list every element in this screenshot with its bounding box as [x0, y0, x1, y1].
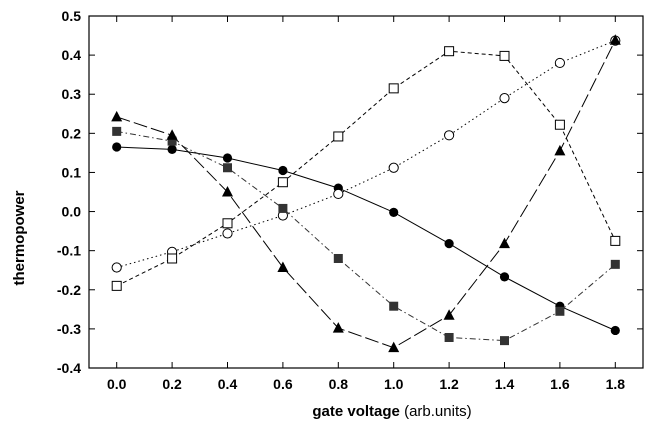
x-tick-label: 0.4: [218, 376, 238, 392]
x-axis-label-unit: (arb.units): [404, 403, 472, 420]
axes: [88, 15, 644, 369]
series-filled-circle: [112, 142, 620, 336]
data-point-open-square: [388, 83, 399, 94]
data-point-filled-triangle: [554, 144, 566, 156]
y-tick-label: 0.1: [62, 164, 82, 180]
x-tick-label: 1.8: [606, 376, 626, 392]
data-point-filled-triangle: [443, 309, 455, 320]
y-tick-label: 0.0: [62, 204, 82, 220]
data-point-open-square: [610, 235, 621, 246]
series-group: [111, 34, 621, 353]
x-axis-label-text: gate voltage: [312, 403, 400, 420]
data-point-filled-circle: [278, 165, 288, 176]
data-point-open-circle: [444, 130, 455, 141]
data-point-open-circle: [388, 162, 399, 173]
data-point-open-circle: [554, 57, 566, 69]
series-line-open-square: [116, 50, 616, 287]
data-point-filled-circle: [444, 239, 454, 249]
data-point-filled-square: [223, 163, 232, 173]
series-line-filled-circle: [116, 146, 616, 331]
plot-frame: [88, 15, 644, 369]
data-point-open-square: [222, 218, 233, 229]
data-point-open-circle: [333, 188, 344, 200]
y-tick-label: -0.1: [57, 243, 81, 259]
data-point-filled-square: [278, 203, 288, 213]
data-point-filled-triangle: [499, 237, 510, 249]
series-line-filled-square: [116, 130, 616, 342]
series-line-open-circle: [116, 40, 616, 268]
data-point-open-square: [554, 119, 565, 130]
y-axis-label: thermopower: [11, 190, 28, 285]
y-tick-label: 0.3: [62, 86, 82, 102]
series-filled-triangle: [111, 34, 621, 353]
data-point-filled-circle: [167, 144, 177, 154]
data-point-open-square: [333, 131, 344, 142]
data-point-filled-square: [444, 332, 454, 342]
data-point-open-circle: [222, 228, 233, 239]
x-tick-label: 1.6: [550, 376, 570, 392]
x-tick-label: 1.0: [384, 376, 404, 392]
data-point-open-circle: [111, 262, 122, 273]
y-tick-label: 0.2: [62, 125, 82, 141]
data-point-filled-triangle: [277, 261, 289, 272]
x-tick-label: 0.0: [107, 376, 127, 392]
data-point-filled-circle: [499, 272, 510, 282]
data-point-filled-square: [500, 336, 509, 346]
x-tick-label: 1.2: [439, 376, 459, 392]
y-tick-label: -0.4: [57, 360, 81, 376]
y-tick-label: 0.5: [62, 8, 82, 24]
x-tick-label: 1.4: [495, 376, 515, 392]
data-point-filled-triangle: [332, 322, 344, 333]
data-point-filled-square: [112, 126, 122, 136]
data-point-open-square: [167, 253, 178, 264]
data-point-open-square: [277, 177, 288, 188]
data-point-filled-circle: [222, 153, 233, 163]
y-tick-label: -0.3: [57, 321, 81, 337]
data-point-filled-circle: [610, 325, 620, 336]
x-axis-label: gate voltage (arb.units): [312, 403, 471, 420]
tick-labels: 0.0 0.2 0.4 0.6 0.8 1.0 1.2 1.4 1.6 1.8 0.5 0.4 0.3 0…: [57, 8, 625, 392]
data-point-open-square: [111, 280, 122, 291]
series-filled-square: [112, 126, 620, 346]
series-open-circle: [111, 35, 621, 273]
y-tick-label: 0.4: [62, 47, 82, 63]
data-point-filled-triangle: [609, 34, 621, 45]
data-point-filled-triangle: [222, 186, 233, 197]
data-point-open-square: [499, 50, 510, 61]
x-tick-label: 0.2: [162, 376, 182, 392]
data-point-filled-circle: [389, 207, 399, 217]
data-point-filled-triangle: [111, 110, 123, 122]
data-point-filled-square: [167, 136, 177, 146]
data-point-filled-triangle: [166, 129, 178, 140]
x-tick-label: 0.8: [329, 376, 349, 392]
series-open-square: [111, 46, 621, 291]
data-point-filled-square: [389, 301, 399, 311]
series-line-filled-triangle: [116, 39, 616, 349]
data-point-filled-square: [555, 306, 565, 316]
data-point-filled-square: [333, 253, 343, 263]
data-point-filled-square: [610, 259, 620, 269]
data-point-open-square: [444, 46, 455, 57]
x-tick-label: 0.6: [273, 376, 293, 392]
data-point-open-circle: [499, 93, 510, 104]
data-point-filled-triangle: [388, 341, 400, 353]
y-tick-label: -0.2: [57, 282, 81, 298]
data-point-filled-circle: [112, 142, 122, 152]
